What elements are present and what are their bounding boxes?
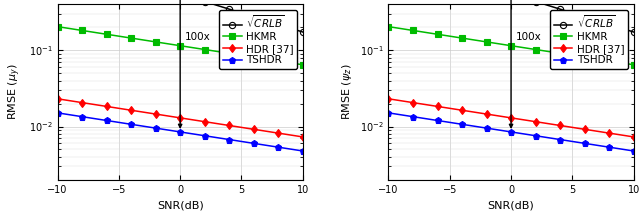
X-axis label: SNR(dB): SNR(dB) (488, 200, 534, 210)
Text: 100x: 100x (185, 32, 211, 42)
Legend: $\sqrt{CRLB}$, HKMR, HDR [37], TSHDR: $\sqrt{CRLB}$, HKMR, HDR [37], TSHDR (219, 10, 298, 69)
Y-axis label: RMSE ($\psi_z$): RMSE ($\psi_z$) (340, 64, 354, 120)
Text: 100x: 100x (516, 32, 541, 42)
X-axis label: SNR(dB): SNR(dB) (157, 200, 204, 210)
Legend: $\sqrt{CRLB}$, HKMR, HDR [37], TSHDR: $\sqrt{CRLB}$, HKMR, HDR [37], TSHDR (550, 10, 628, 69)
Y-axis label: RMSE ($\mu_y$): RMSE ($\mu_y$) (7, 64, 23, 121)
